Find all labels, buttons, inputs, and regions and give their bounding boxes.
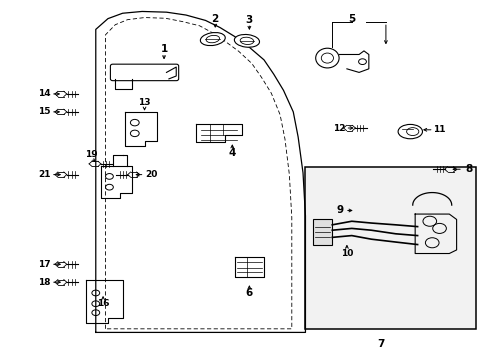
Text: 4: 4	[228, 148, 236, 158]
FancyBboxPatch shape	[110, 64, 178, 81]
Ellipse shape	[397, 125, 422, 139]
Ellipse shape	[234, 35, 259, 47]
Bar	[305, 167, 475, 329]
Text: 3: 3	[245, 15, 252, 26]
Ellipse shape	[321, 53, 333, 63]
Text: 5: 5	[347, 14, 355, 24]
Ellipse shape	[205, 35, 219, 43]
Text: 8: 8	[464, 164, 471, 174]
Text: 9: 9	[335, 206, 343, 216]
Text: 14: 14	[38, 89, 51, 98]
Text: 21: 21	[38, 170, 51, 179]
Text: 16: 16	[97, 299, 109, 308]
Ellipse shape	[406, 128, 418, 135]
Text: 6: 6	[245, 288, 252, 298]
Text: 2: 2	[211, 14, 219, 24]
Ellipse shape	[240, 37, 253, 45]
Text: 15: 15	[38, 107, 51, 116]
Text: 11: 11	[432, 125, 445, 134]
Text: 20: 20	[145, 170, 158, 179]
Ellipse shape	[315, 48, 338, 68]
Text: 17: 17	[38, 260, 51, 269]
Ellipse shape	[200, 32, 225, 46]
Text: 19: 19	[84, 150, 97, 159]
Bar	[312, 220, 331, 244]
Text: 10: 10	[340, 249, 352, 258]
Text: 13: 13	[138, 98, 150, 107]
Text: 18: 18	[38, 278, 51, 287]
Text: 12: 12	[333, 123, 345, 132]
Text: 7: 7	[377, 339, 384, 349]
Text: 1: 1	[160, 44, 167, 54]
